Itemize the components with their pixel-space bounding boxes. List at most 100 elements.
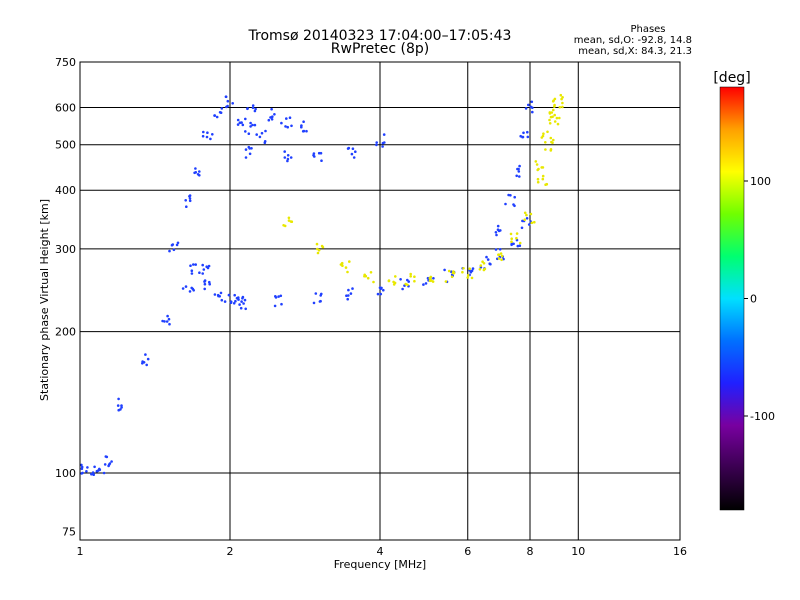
data-point [203,282,207,286]
data-point [486,258,490,261]
data-point [478,268,482,271]
data-point [232,302,236,305]
y-tick-label: 200 [55,326,76,339]
x-tick-label: 6 [464,545,471,558]
data-point [254,107,257,111]
data-point [541,174,545,178]
data-point [280,302,283,306]
data-point [213,293,217,296]
data-point [198,271,201,275]
data-point [559,93,563,97]
data-point [273,113,276,116]
x-axis-ticks: 1 2 4 6 8 10 16 [77,545,688,558]
data-point [236,123,240,126]
data-point [515,236,518,240]
data-point [192,289,195,292]
data-point [253,109,257,113]
data-point [379,287,383,291]
data-point [552,108,555,112]
data-point [260,131,264,135]
data-point [192,263,195,266]
data-point [205,135,209,139]
data-point [176,241,180,245]
data-point [553,120,557,123]
data-point [243,298,247,302]
data-point [103,463,107,466]
data-point [248,152,252,156]
data-point [527,223,531,226]
data-point [190,269,194,273]
data-point [270,107,273,111]
data-point [399,278,402,281]
stats-heading: Phases [630,24,665,35]
data-point [224,95,228,99]
data-point [347,146,351,150]
y-tick-label: 500 [55,139,76,152]
y-tick-label: 600 [55,102,76,115]
data-point [145,363,148,367]
scatter-points [80,93,564,477]
data-point [172,248,176,252]
data-point [479,264,483,267]
data-point [406,278,409,282]
data-point [350,152,354,156]
data-point [516,244,520,248]
data-point [283,150,287,153]
data-point [142,361,146,364]
data-point [288,116,292,119]
data-point [515,232,519,235]
data-point [220,107,224,110]
data-point [248,147,251,150]
y-tick-label: 75 [62,526,76,539]
data-point [189,264,192,268]
x-tick-label: 1 [77,545,84,558]
data-point [341,264,344,268]
data-point [251,106,255,110]
data-point [497,253,501,256]
data-point [409,272,413,276]
x-tick-label: 16 [673,545,687,558]
data-point [553,103,556,107]
data-point [247,132,251,135]
data-point [555,116,559,120]
y-axis-ticks: 75 100 200 300 400 500 600 750 [55,56,76,539]
data-point [251,123,254,127]
data-point [482,262,486,265]
data-point [494,248,498,251]
colorbar-ticks: -100 0 100 [744,175,775,423]
data-point [244,307,247,311]
data-point [312,301,316,305]
data-point [249,121,252,125]
data-point [283,156,287,159]
data-point [537,167,540,171]
data-point [168,322,171,326]
data-point [144,353,147,356]
data-point [163,320,166,323]
data-point [239,306,243,310]
data-point [471,267,475,270]
data-point [352,156,356,159]
data-point [285,117,288,120]
data-point [207,264,211,268]
data-point [401,287,404,291]
data-point [312,154,315,157]
data-point [527,103,530,107]
x-tick-label: 8 [527,545,534,558]
data-point [347,288,350,292]
data-point [517,167,520,171]
data-point [238,303,241,306]
data-point [525,217,529,220]
y-tick-label: 100 [55,467,76,480]
data-point [267,118,271,122]
data-point [105,455,109,459]
data-point [466,276,470,279]
data-point [513,195,516,199]
data-point [548,118,551,122]
data-point [244,130,247,133]
data-point [202,268,206,271]
data-point [184,285,188,288]
data-point [314,292,318,295]
data-point [363,273,367,277]
data-point [548,111,552,114]
data-point [316,247,319,251]
